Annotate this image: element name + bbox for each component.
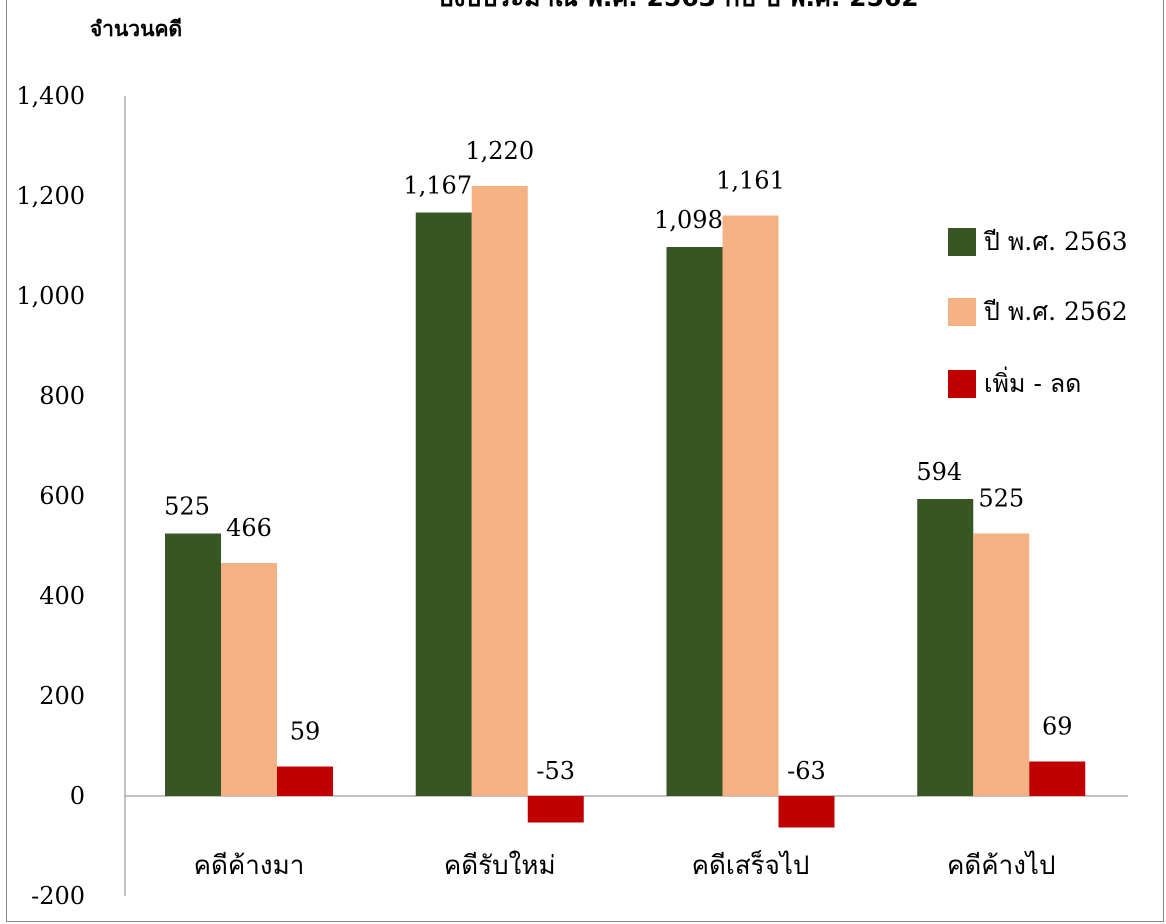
bar <box>722 215 779 796</box>
bar <box>778 796 835 828</box>
bar <box>666 247 723 796</box>
y-tick-label: -200 <box>31 882 85 910</box>
category-label: คดีเสร็จไป <box>692 849 810 881</box>
bar <box>165 533 221 796</box>
data-label: 1,167 <box>403 172 472 200</box>
legend-swatch <box>948 298 976 326</box>
data-label: 1,098 <box>654 206 723 234</box>
data-label: 59 <box>290 718 321 746</box>
bar <box>415 212 472 796</box>
bar <box>973 533 1030 796</box>
y-tick-label: 400 <box>39 582 85 610</box>
legend-swatch <box>948 370 976 398</box>
bar <box>527 796 584 823</box>
category-labels: คดีค้างมา คดีรับใหม่ คดีเสร็จไป คดีค้างไป <box>194 849 1056 881</box>
data-label: 1,220 <box>465 137 534 165</box>
data-label: 525 <box>164 493 210 521</box>
chart-frame <box>6 0 1164 922</box>
y-tick-label: 200 <box>39 682 85 710</box>
category-label: คดีรับใหม่ <box>444 851 556 881</box>
legend-label: ปี พ.ศ. 2563 <box>983 227 1127 256</box>
legend-label: เพิ่ม - ลด <box>984 366 1081 398</box>
data-label: 594 <box>916 458 962 486</box>
category-label: คดีค้างมา <box>194 851 305 881</box>
bars: 525 466 59 1,167 1,220 -53 1,098 1,161 -63 594 525… <box>164 137 1086 828</box>
category-label: คดีค้างไป <box>947 850 1056 881</box>
y-tick-label: 600 <box>39 482 85 510</box>
bar <box>917 499 974 796</box>
y-tick-label: 1,200 <box>16 182 85 210</box>
data-label: -53 <box>536 757 575 785</box>
y-tick-label: 0 <box>70 782 85 810</box>
bar <box>221 563 277 796</box>
y-axis: -200 0 200 400 600 800 1,000 1,200 1,400 <box>16 82 1128 910</box>
legend-swatch <box>948 228 976 256</box>
legend-label: ปี พ.ศ. 2562 <box>983 297 1127 326</box>
y-tick-label: 1,400 <box>16 82 85 110</box>
data-label: 466 <box>226 514 272 542</box>
y-axis-label: จำนวนคดี <box>90 17 182 41</box>
bar <box>471 186 528 796</box>
data-label: 525 <box>978 485 1024 513</box>
data-label: 1,161 <box>716 167 785 195</box>
data-label: -63 <box>787 757 826 785</box>
bar <box>277 766 333 796</box>
legend: ปี พ.ศ. 2563 ปี พ.ศ. 2562 เพิ่ม - ลด <box>948 227 1128 398</box>
bar <box>1029 761 1086 796</box>
data-label: 69 <box>1042 713 1073 741</box>
y-tick-label: 800 <box>39 382 85 410</box>
y-tick-label: 1,000 <box>16 282 85 310</box>
chart-title: ปีงบประมาณ พ.ศ. 2563 กับ ปี พ.ศ. 2562 <box>436 0 919 12</box>
